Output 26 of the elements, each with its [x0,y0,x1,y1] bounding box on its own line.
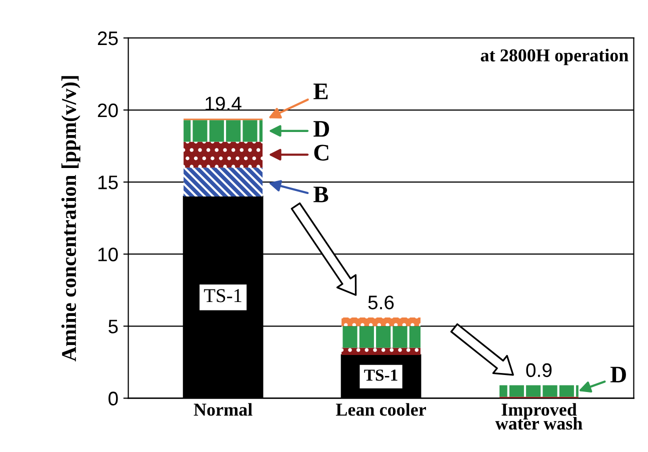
bar [342,348,421,355]
bar [184,168,263,196]
legend-label: C [314,144,328,161]
series-label: D [610,366,626,382]
x-tick-label: Improved water wash [495,403,582,430]
text: B [313,186,328,202]
bar [184,142,263,168]
y-tick-label: 25 [98,31,118,46]
bar [184,120,263,142]
y-tick-label: 0 [108,392,118,406]
total-label: 5.6 [368,296,394,310]
annotation: at 2800H operation [480,48,628,66]
y-tick-label: 5 [108,320,118,334]
bar [342,318,421,326]
y-axis-title: Amine concentration [ppm(v/v)] [61,76,80,362]
y-tick-label: 20 [98,103,118,118]
total-label: 0.9 [526,363,552,378]
x-tick-label: Lean cooler [336,403,426,416]
x-tick-label: Normal [194,403,252,416]
text: TS-1 [204,289,242,302]
y-tick-label: 15 [98,176,118,190]
y-tick-label: 10 [98,248,118,262]
text: E [314,84,328,100]
text: D [314,121,329,137]
series-label: TS-1 [364,370,398,381]
bar [342,326,421,348]
